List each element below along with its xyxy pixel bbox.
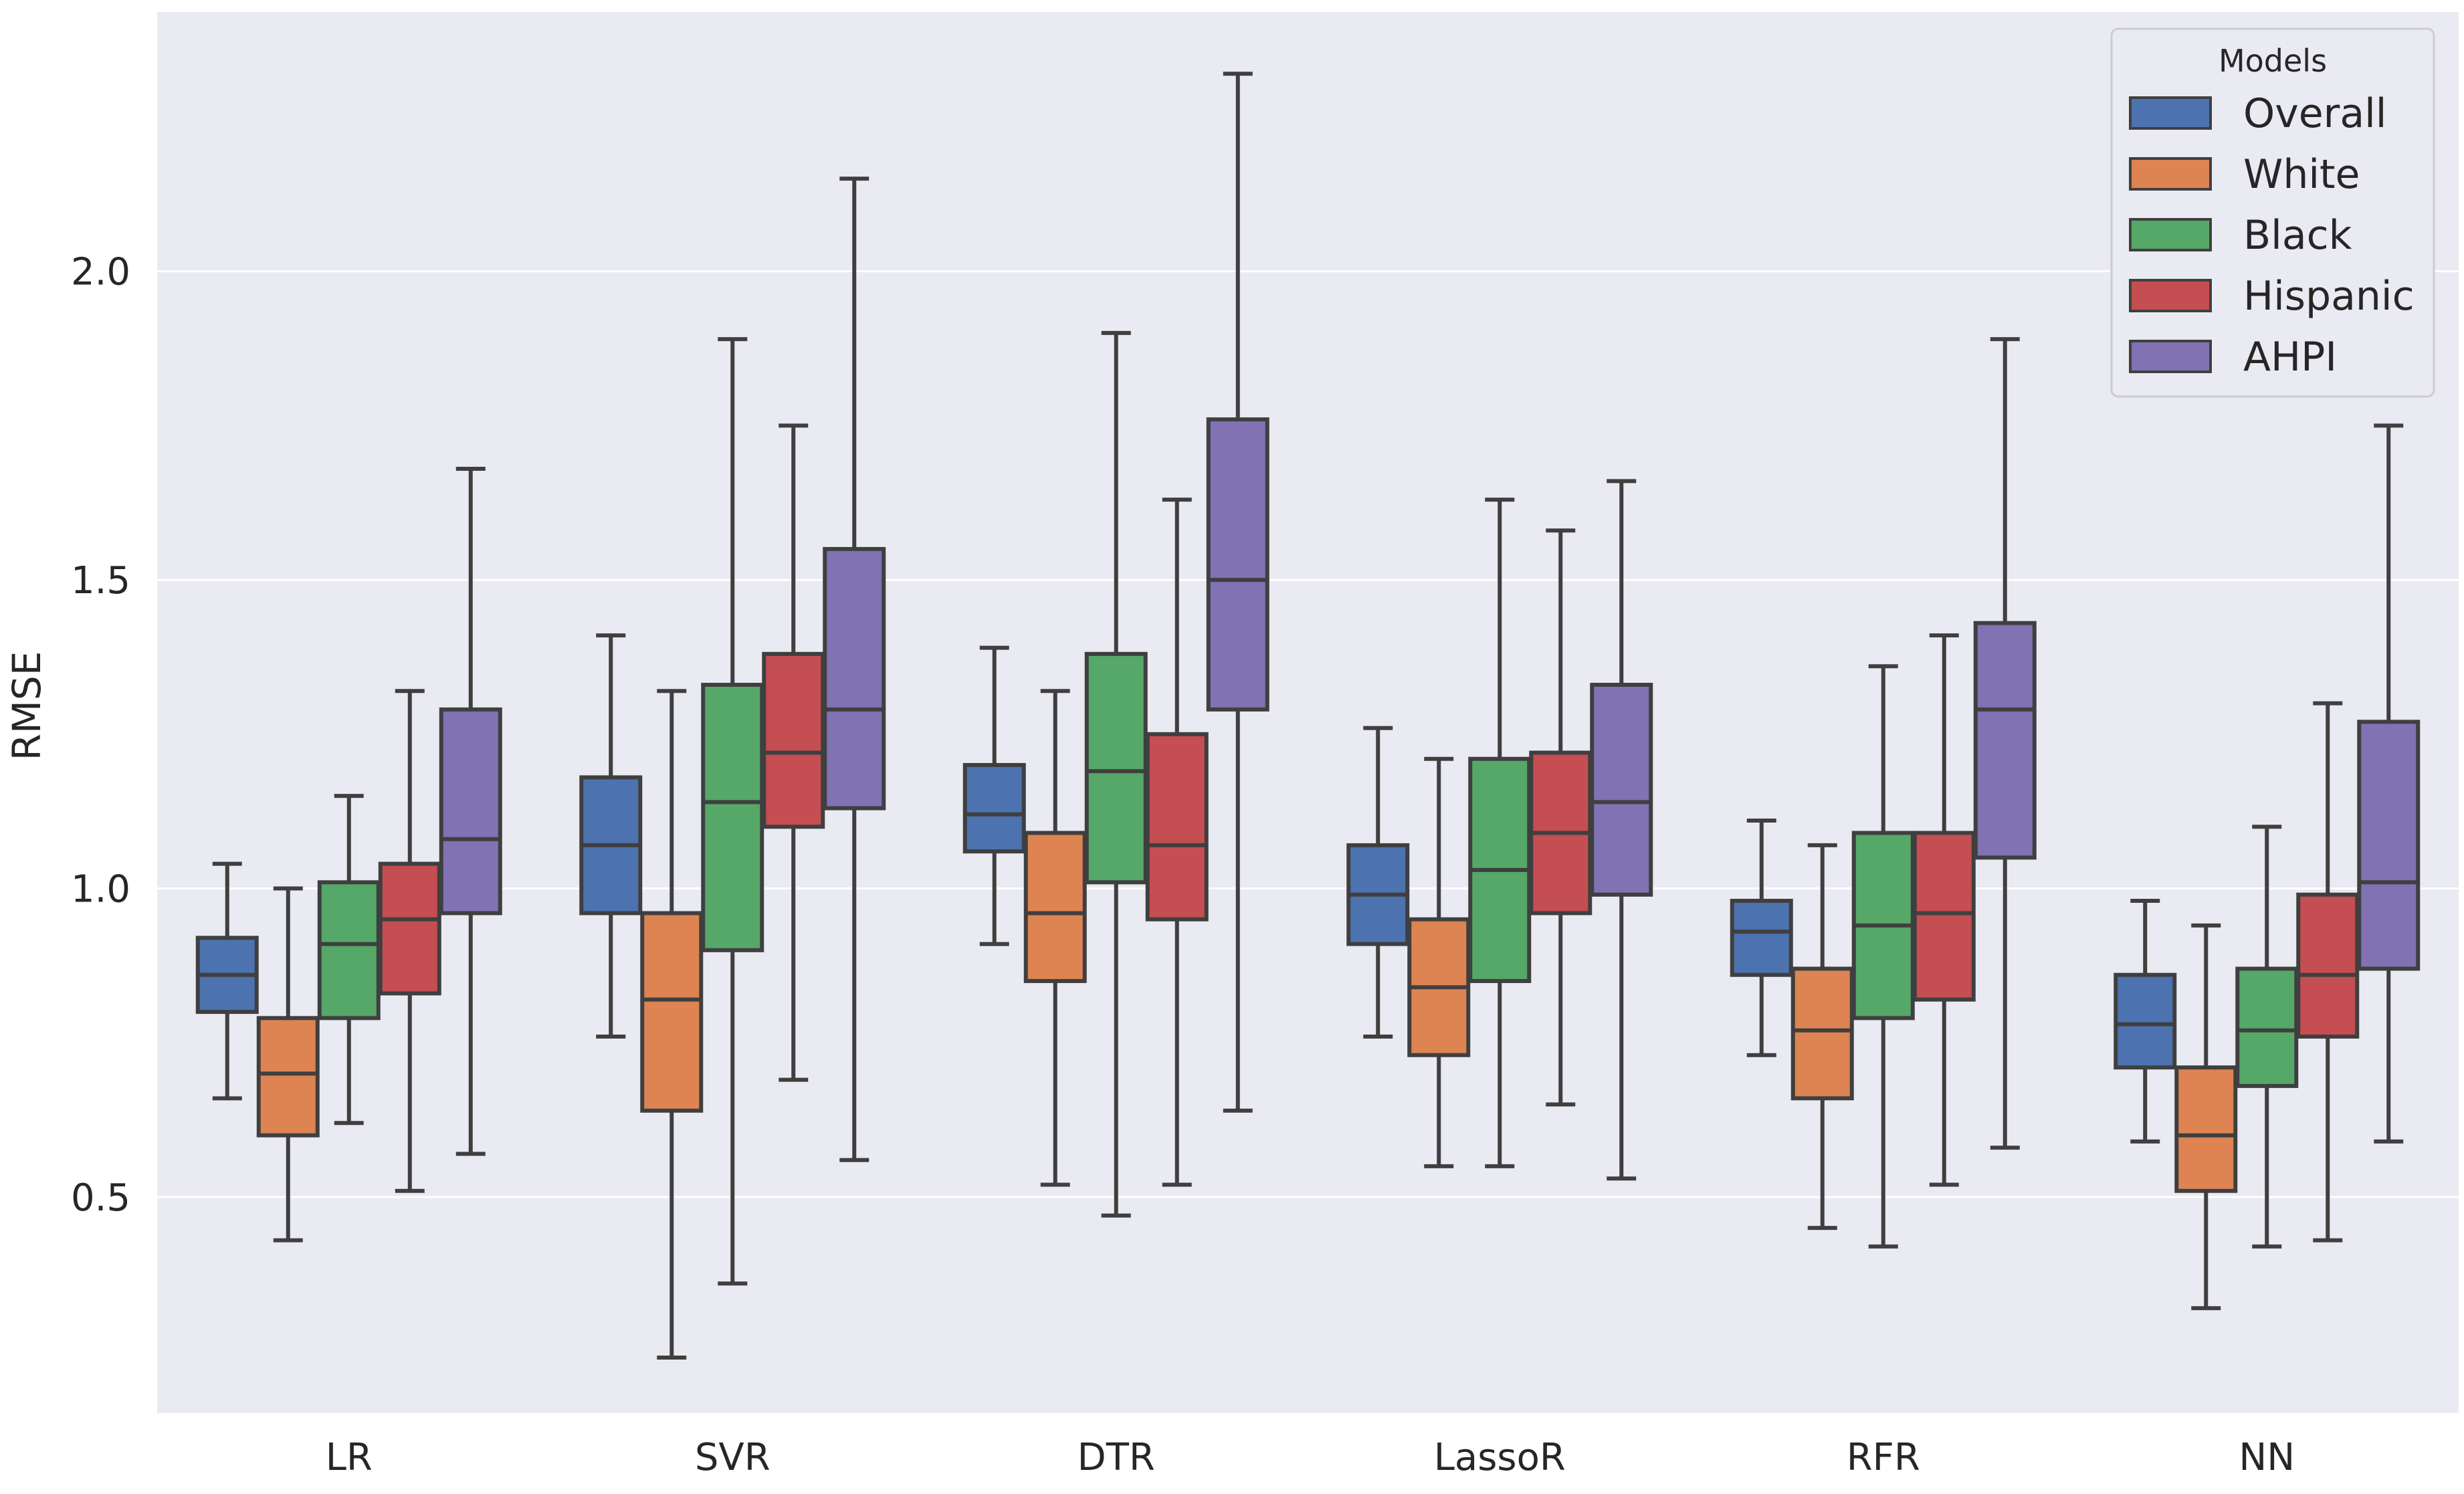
box-group <box>1023 689 1087 1187</box>
legend-swatch <box>2129 279 2212 312</box>
box-iqr <box>439 707 502 916</box>
box-iqr <box>317 880 381 1021</box>
box-iqr <box>1590 682 1653 897</box>
box-group <box>762 423 825 1082</box>
legend-title: Models <box>2219 43 2327 79</box>
axis-layer: 0.5 1.0 1.5 2.0 LR SVR DTR LassoR RFR NN <box>71 251 2295 1479</box>
box-group <box>1206 72 1269 1113</box>
box-group <box>2357 423 2421 1144</box>
box-iqr <box>1912 831 1976 1002</box>
x-tick-label: NN <box>2239 1436 2295 1479</box>
legend-item: White <box>2129 151 2360 198</box>
box-group <box>1973 337 2037 1150</box>
box-group <box>1529 528 1593 1107</box>
box-iqr <box>378 861 441 996</box>
box-group <box>1912 633 1976 1187</box>
box-group <box>256 886 320 1243</box>
box-iqr <box>1973 621 2037 860</box>
box-group <box>1346 726 1410 1039</box>
legend: Models Overall White Black Hispanic AHPI <box>2110 27 2435 398</box>
box-group <box>2296 701 2360 1243</box>
legend-swatch <box>2129 218 2212 251</box>
box-group <box>1851 664 1915 1249</box>
box-iqr <box>2357 720 2421 971</box>
box-iqr <box>1730 898 1793 977</box>
box-group <box>1790 843 1854 1231</box>
box-group <box>701 337 764 1286</box>
box-iqr <box>2174 1065 2238 1193</box>
box-iqr <box>1145 732 1209 922</box>
box-group <box>1590 479 1653 1181</box>
y-tick-label: 1.0 <box>71 868 130 912</box>
box-iqr <box>1023 831 1087 983</box>
box-iqr <box>1206 417 1269 712</box>
x-tick-label: LassoR <box>1434 1436 1566 1479</box>
legend-label: White <box>2243 151 2360 198</box>
box-group <box>2174 923 2238 1311</box>
y-tick-label: 2.0 <box>71 251 130 294</box>
box-iqr <box>1790 966 1854 1101</box>
box-group <box>1468 498 1532 1168</box>
box-iqr <box>762 651 825 829</box>
box-group <box>1084 330 1148 1218</box>
legend-item: Overall <box>2129 90 2386 137</box>
legend-label: Black <box>2243 212 2352 259</box>
box-group <box>2235 825 2299 1249</box>
legend-item: Hispanic <box>2129 273 2415 320</box>
y-axis-title: RMSE <box>4 651 49 761</box>
box-iqr <box>823 546 886 811</box>
box-iqr <box>640 911 704 1113</box>
y-tick-label: 1.5 <box>71 559 130 603</box>
box-iqr <box>256 1016 320 1138</box>
box-group <box>378 689 441 1193</box>
legend-label: Hispanic <box>2243 273 2415 320</box>
box-group <box>640 689 704 1360</box>
box-iqr <box>2296 892 2360 1039</box>
legend-label: AHPI <box>2243 334 2337 381</box>
legend-item: AHPI <box>2129 334 2337 381</box>
box-group <box>1730 819 1793 1057</box>
box-group <box>1407 756 1471 1168</box>
legend-swatch <box>2129 157 2212 191</box>
box-group <box>2114 898 2177 1144</box>
box-group <box>439 466 502 1156</box>
box-iqr <box>2235 966 2299 1088</box>
plot-background <box>157 12 2459 1413</box>
box-group <box>962 645 1026 946</box>
box-iqr <box>1084 651 1148 885</box>
grid-lines <box>157 270 2459 1198</box>
box-layer <box>195 72 2421 1360</box>
legend-swatch <box>2129 96 2212 130</box>
legend-item: Black <box>2129 212 2352 259</box>
box-group <box>579 633 643 1039</box>
legend-label: Overall <box>2243 90 2386 137</box>
legend-swatch <box>2129 340 2212 373</box>
box-group <box>1145 498 1209 1187</box>
x-tick-label: RFR <box>1847 1436 1920 1479</box>
x-tick-label: DTR <box>1077 1436 1155 1479</box>
box-group <box>823 177 886 1162</box>
x-tick-label: SVR <box>695 1436 771 1479</box>
box-iqr <box>962 762 1026 854</box>
x-tick-label: LR <box>326 1436 373 1479</box>
box-iqr <box>2114 972 2177 1070</box>
box-iqr <box>701 682 764 952</box>
box-group <box>317 794 381 1126</box>
box-group <box>195 861 259 1101</box>
y-tick-label: 0.5 <box>71 1176 130 1220</box>
